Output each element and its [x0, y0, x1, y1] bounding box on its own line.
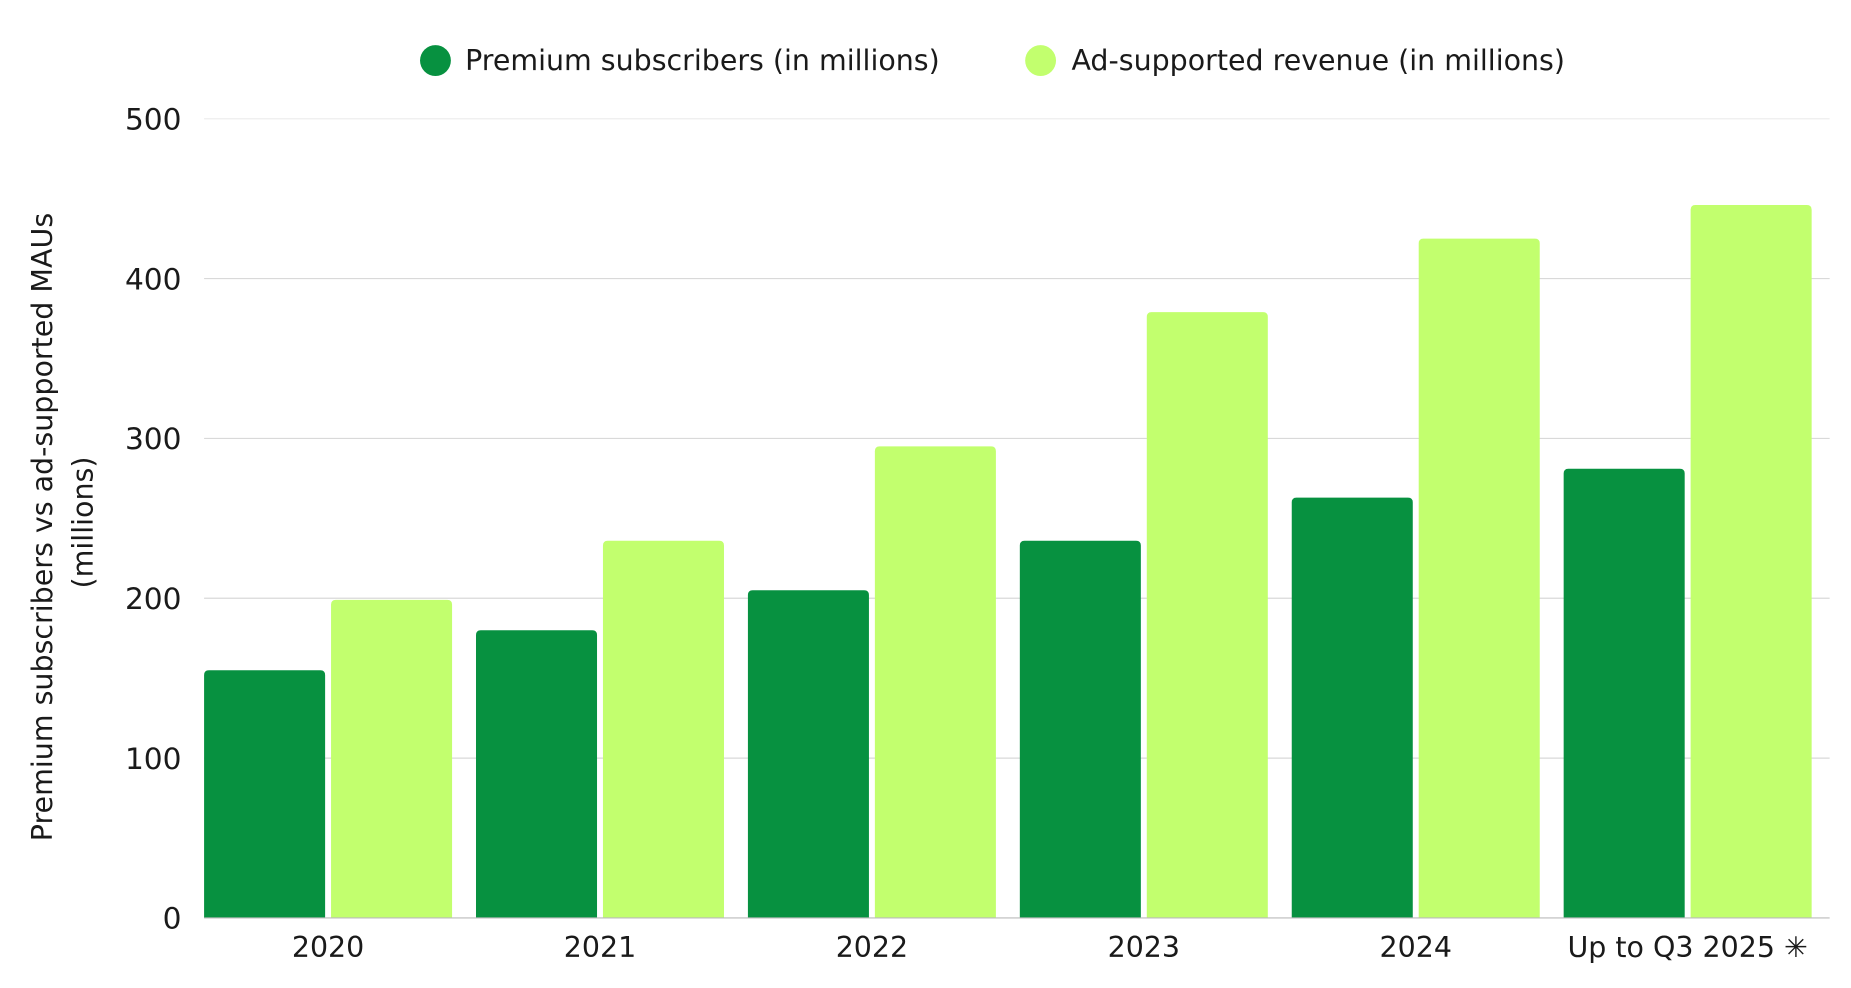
bar-premium-1 [475, 630, 598, 918]
x-tick-label: 2024 [1380, 931, 1452, 964]
x-axis-ticks: 2020 2021 2022 2023 2024 Up to Q3 2025 ✳ [292, 931, 1808, 964]
y-tick-label: 200 [125, 581, 182, 616]
y-tick-label: 100 [125, 741, 182, 776]
legend-marker [420, 45, 451, 76]
x-tick-label: 2021 [564, 931, 636, 964]
gridlines [204, 118, 1830, 759]
y-axis-label-line-2: (millions) [67, 457, 100, 589]
legend-label: Ad-supported revenue (in millions) [1071, 44, 1565, 77]
bar-ad-supported-3 [1146, 312, 1268, 918]
y-axis-ticks: 0 100 200 300 400 500 [125, 101, 182, 935]
bar-ad-supported-2 [874, 446, 996, 918]
bar-premium-4 [1291, 497, 1413, 918]
bar-ad-supported-4 [1418, 238, 1540, 918]
x-tick-label: Up to Q3 2025 ✳ [1567, 931, 1807, 964]
y-tick-label: 0 [163, 901, 182, 936]
bars [204, 205, 1812, 918]
y-tick-label: 500 [125, 101, 182, 136]
bar-ad-supported-1 [602, 540, 724, 918]
x-tick-label: 2020 [292, 931, 364, 964]
bar-ad-supported-0 [331, 599, 453, 918]
bar-premium-3 [1019, 540, 1141, 918]
bar-premium-5 [1563, 468, 1685, 918]
bar-ad-supported-5 [1690, 205, 1812, 918]
legend-marker [1025, 45, 1057, 76]
y-axis-label-line-1: Premium subscribers vs ad-supported MAUs [26, 213, 59, 841]
legend-label: Premium subscribers (in millions) [465, 44, 940, 77]
y-axis-label: Premium subscribers vs ad-supported MAUs… [26, 204, 99, 841]
x-tick-label: 2023 [1108, 931, 1180, 964]
y-tick-label: 400 [125, 261, 182, 296]
legend: Premium subscribers (in millions) Ad-supp… [420, 44, 1565, 77]
bar-premium-2 [747, 590, 869, 918]
bar-premium-0 [204, 670, 326, 918]
x-tick-label: 2022 [836, 931, 908, 964]
y-tick-label: 300 [125, 421, 182, 456]
